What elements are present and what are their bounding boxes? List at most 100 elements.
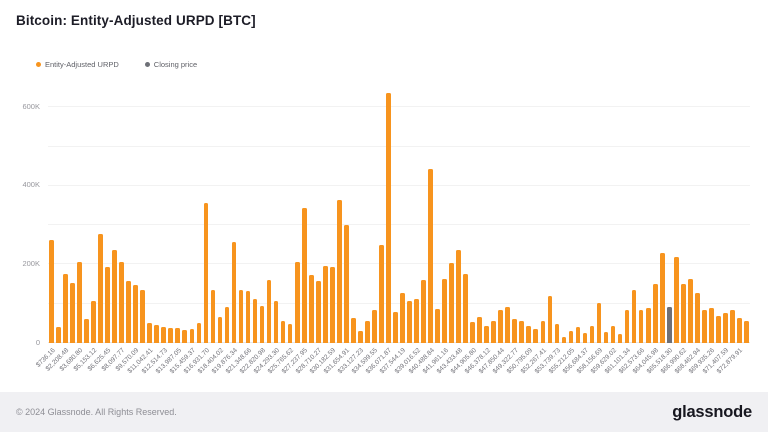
glassnode-logo: glassnode: [672, 402, 752, 421]
urpd-bar: [154, 324, 160, 343]
urpd-bar: [673, 257, 679, 343]
urpd-bar: [49, 239, 54, 343]
urpd-bar: [631, 289, 637, 343]
urpd-bar: [168, 328, 174, 343]
urpd-bar: [357, 330, 363, 343]
chart-legend: Entity-Adjusted URPD Closing price: [36, 60, 197, 69]
urpd-bar: [112, 250, 117, 343]
urpd-bar: [505, 306, 511, 343]
urpd-bar: [596, 303, 602, 343]
urpd-bar: [526, 325, 532, 343]
urpd-bar: [617, 334, 623, 343]
urpd-bar: [84, 319, 89, 343]
y-axis-label: 400K: [22, 180, 40, 190]
urpd-bar: [603, 332, 609, 343]
urpd-bar: [126, 281, 132, 343]
urpd-bar: [561, 337, 567, 343]
gridline: [48, 106, 750, 108]
urpd-bar: [386, 93, 391, 343]
urpd-bar: [98, 234, 103, 343]
chart-title: Bitcoin: Entity-Adjusted URPD [BTC]: [16, 13, 256, 28]
urpd-bar: [652, 284, 658, 343]
urpd-bar: [723, 312, 728, 343]
urpd-bar: [547, 296, 553, 343]
urpd-bar: [175, 328, 181, 343]
urpd-bar: [744, 320, 749, 343]
urpd-bar: [210, 289, 216, 343]
urpd-bar: [400, 292, 405, 343]
urpd-bar: [484, 325, 490, 343]
urpd-bar: [491, 321, 497, 343]
y-axis-label: 600K: [22, 101, 40, 111]
urpd-bar: [533, 329, 539, 343]
urpd-bar: [645, 308, 651, 343]
urpd-bar: [133, 284, 139, 343]
legend-item-urpd[interactable]: Entity-Adjusted URPD: [36, 60, 119, 69]
urpd-bar: [217, 317, 223, 343]
urpd-bar: [463, 273, 468, 343]
urpd-bar: [708, 308, 714, 343]
urpd-bar: [70, 282, 75, 343]
urpd-bar: [442, 278, 447, 343]
urpd-bar: [477, 317, 483, 343]
gridline: [48, 342, 750, 343]
y-axis-label: 0: [35, 337, 40, 347]
urpd-bar: [196, 322, 202, 343]
urpd-bar: [273, 300, 279, 343]
urpd-bar: [161, 327, 167, 343]
urpd-bar: [449, 262, 454, 343]
urpd-bar: [238, 289, 244, 343]
urpd-bar: [421, 280, 426, 343]
urpd-bar: [680, 284, 686, 343]
urpd-bar-chart-plot-area: [48, 83, 750, 343]
urpd-bar: [189, 329, 195, 343]
urpd-series-dot-icon: [36, 62, 41, 67]
urpd-bar: [568, 330, 574, 343]
urpd-bar: [716, 316, 721, 343]
urpd-bar: [119, 261, 125, 343]
legend-item-closing-price[interactable]: Closing price: [144, 60, 198, 69]
urpd-bar: [701, 309, 707, 343]
urpd-bar: [343, 225, 349, 343]
urpd-bar: [730, 310, 735, 343]
urpd-bar: [638, 310, 644, 343]
urpd-bar: [105, 266, 110, 343]
urpd-bar: [372, 310, 377, 343]
urpd-bar: [624, 310, 630, 343]
urpd-bar: [589, 325, 595, 343]
urpd-bar: [519, 321, 525, 343]
urpd-bar: [470, 322, 476, 343]
urpd-bar: [540, 320, 546, 343]
urpd-bar: [365, 321, 370, 343]
urpd-bar: [456, 249, 461, 343]
urpd-bar: [329, 267, 335, 343]
urpd-bar: [512, 318, 518, 343]
legend-label-closing-price: Closing price: [153, 60, 198, 69]
urpd-bar: [91, 301, 96, 343]
urpd-bar: [231, 242, 237, 343]
urpd-bar: [56, 327, 61, 343]
urpd-bar: [322, 265, 328, 343]
gridline: [48, 184, 750, 186]
urpd-bar: [737, 318, 742, 343]
urpd-bar: [554, 324, 560, 343]
urpd-bar: [287, 324, 293, 343]
gridline: [48, 224, 750, 226]
gridline: [48, 145, 750, 147]
urpd-bar: [252, 298, 258, 343]
urpd-bar: [610, 325, 616, 343]
urpd-bar: [140, 289, 146, 343]
urpd-bar: [379, 244, 384, 343]
urpd-bar: [259, 306, 265, 343]
urpd-bar: [407, 300, 412, 343]
urpd-bar: [435, 309, 440, 343]
urpd-bar: [266, 279, 272, 343]
urpd-bar: [428, 169, 433, 343]
y-axis-label: 200K: [22, 258, 40, 268]
urpd-bar: [203, 202, 209, 343]
urpd-bar: [301, 208, 307, 343]
urpd-bar: [182, 330, 188, 343]
copyright-text: © 2024 Glassnode. All Rights Reserved.: [16, 407, 177, 417]
urpd-bar: [280, 320, 286, 343]
urpd-bar: [336, 199, 342, 343]
